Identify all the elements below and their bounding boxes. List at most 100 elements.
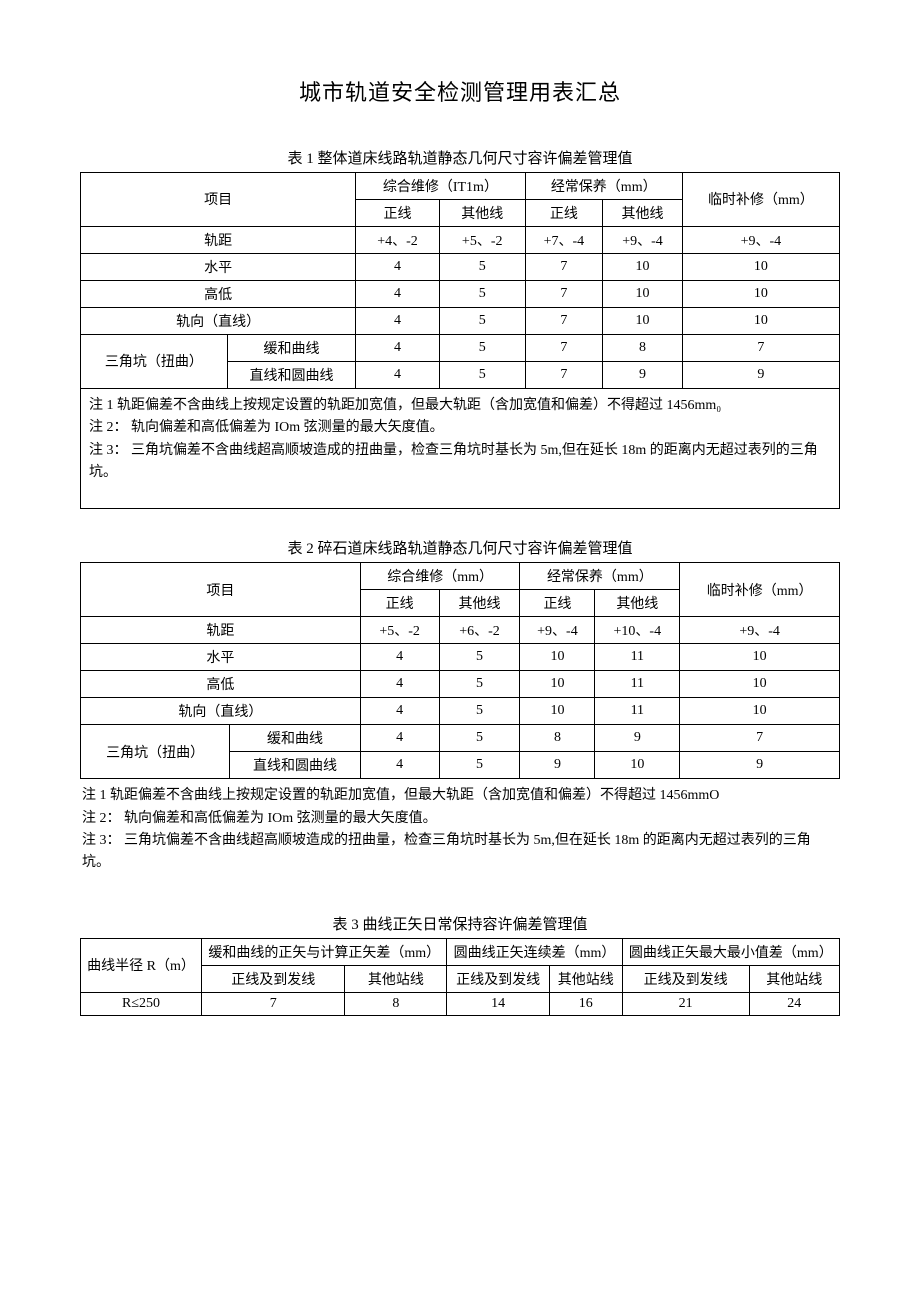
t2-cell: 7 bbox=[680, 725, 840, 752]
t2-cell: 10 bbox=[520, 644, 595, 671]
t3-sub-b-other: 其他站线 bbox=[549, 965, 622, 992]
table1-notes: 注 1 轨距偏差不含曲线上按规定设置的轨距加宽值，但最大轨距（含加宽值和偏差）不… bbox=[80, 389, 840, 510]
t2-note2: 注 2： 轨向偏差和高低偏差为 IOm 弦测量的最大矢度值。 bbox=[82, 808, 838, 830]
t2-cell: 11 bbox=[595, 644, 680, 671]
t1-cell: 10 bbox=[603, 253, 683, 280]
t3-sub-a-other: 其他站线 bbox=[345, 965, 447, 992]
t2-cell: 5 bbox=[439, 752, 520, 779]
t2-cell: 4 bbox=[360, 644, 439, 671]
t2-note1: 注 1 轨距偏差不含曲线上按规定设置的轨距加宽值，但最大轨距（含加宽值和偏差）不… bbox=[82, 785, 838, 807]
t2-note3: 注 3： 三角坑偏差不含曲线超高顺坡造成的扭曲量，检查三角坑时基长为 5m,但在… bbox=[82, 830, 838, 875]
t1-cell: 4 bbox=[356, 361, 440, 388]
t2-row-height-label: 高低 bbox=[81, 671, 361, 698]
t2-cell: 11 bbox=[595, 698, 680, 725]
t3-sub-b-main: 正线及到发线 bbox=[447, 965, 549, 992]
t3-header-a: 缓和曲线的正矢与计算正矢差（mm） bbox=[202, 938, 447, 965]
t2-header-item: 项目 bbox=[81, 563, 361, 617]
t2-sub-a-main: 正线 bbox=[360, 590, 439, 617]
t1-sub-a-main: 正线 bbox=[356, 199, 440, 226]
table3-title: 表 3 曲线正矢日常保持容许偏差管理值 bbox=[80, 913, 840, 934]
t1-header-c: 临时补修（mm） bbox=[682, 172, 839, 226]
t2-cell: 9 bbox=[520, 752, 595, 779]
t3-row1-label: R≤250 bbox=[81, 992, 202, 1015]
t1-cell: 9 bbox=[682, 361, 839, 388]
t1-header-b: 经常保养（mm） bbox=[525, 172, 682, 199]
t2-sub-b-other: 其他线 bbox=[595, 590, 680, 617]
t1-cell: 5 bbox=[439, 280, 525, 307]
t2-cell: 11 bbox=[595, 671, 680, 698]
t1-cell: 8 bbox=[603, 334, 683, 361]
t1-cell: 5 bbox=[439, 334, 525, 361]
t2-cell: 5 bbox=[439, 698, 520, 725]
t1-note1: 注 1 轨距偏差不含曲线上按规定设置的轨距加宽值，但最大轨距（含加宽值和偏差）不… bbox=[89, 395, 831, 417]
t1-cell: 10 bbox=[603, 307, 683, 334]
t2-cell: +9、-4 bbox=[680, 617, 840, 644]
t2-header-c: 临时补修（mm） bbox=[680, 563, 840, 617]
table1-title: 表 1 整体道床线路轨道静态几何尺寸容许偏差管理值 bbox=[80, 147, 840, 168]
t2-cell: 10 bbox=[520, 671, 595, 698]
t1-cell: 7 bbox=[525, 334, 603, 361]
t3-cell: 21 bbox=[622, 992, 749, 1015]
t3-cell: 16 bbox=[549, 992, 622, 1015]
t2-cell: 5 bbox=[439, 671, 520, 698]
table1: 项目 综合维修（IT1m） 经常保养（mm） 临时补修（mm） 正线 其他线 正… bbox=[80, 172, 840, 389]
t1-cell: 10 bbox=[682, 253, 839, 280]
main-title: 城市轨道安全检测管理用表汇总 bbox=[80, 75, 840, 107]
t2-cell: +5、-2 bbox=[360, 617, 439, 644]
table2-notes: 注 1 轨距偏差不含曲线上按规定设置的轨距加宽值，但最大轨距（含加宽值和偏差）不… bbox=[80, 779, 840, 885]
t1-header-a: 综合维修（IT1m） bbox=[356, 172, 525, 199]
t2-cell: +10、-4 bbox=[595, 617, 680, 644]
t3-cell: 14 bbox=[447, 992, 549, 1015]
t1-header-item: 项目 bbox=[81, 172, 356, 226]
t2-cell: 9 bbox=[680, 752, 840, 779]
t1-row-direction-label: 轨向（直线） bbox=[81, 307, 356, 334]
t1-sub-b-main: 正线 bbox=[525, 199, 603, 226]
t1-cell: +7、-4 bbox=[525, 226, 603, 253]
t2-cell: +6、-2 bbox=[439, 617, 520, 644]
t1-cell: 4 bbox=[356, 253, 440, 280]
t3-cell: 7 bbox=[202, 992, 345, 1015]
t1-row-twist-b-label: 直线和圆曲线 bbox=[227, 361, 355, 388]
t1-cell: +9、-4 bbox=[682, 226, 839, 253]
t1-cell: 10 bbox=[682, 280, 839, 307]
t2-cell: 10 bbox=[520, 698, 595, 725]
t1-cell: 7 bbox=[525, 361, 603, 388]
t1-row-gauge-label: 轨距 bbox=[81, 226, 356, 253]
t2-row-gauge-label: 轨距 bbox=[81, 617, 361, 644]
t1-cell: 7 bbox=[682, 334, 839, 361]
t2-row-direction-label: 轨向（直线） bbox=[81, 698, 361, 725]
t2-cell: 5 bbox=[439, 644, 520, 671]
t3-header-b: 圆曲线正矢连续差（mm） bbox=[447, 938, 622, 965]
t3-header-radius: 曲线半径 R（m） bbox=[81, 938, 202, 992]
t2-header-a: 综合维修（mm） bbox=[360, 563, 520, 590]
t1-note2: 注 2： 轨向偏差和高低偏差为 IOm 弦测量的最大矢度值。 bbox=[89, 417, 831, 439]
t2-cell: 10 bbox=[680, 671, 840, 698]
t1-row-twist-label: 三角坑（扭曲） bbox=[81, 334, 228, 388]
t1-cell: +4、-2 bbox=[356, 226, 440, 253]
table2: 项目 综合维修（mm） 经常保养（mm） 临时补修（mm） 正线 其他线 正线 … bbox=[80, 562, 840, 779]
t2-row-twist-a-label: 缓和曲线 bbox=[230, 725, 360, 752]
t1-cell: 4 bbox=[356, 280, 440, 307]
t2-row-twist-b-label: 直线和圆曲线 bbox=[230, 752, 360, 779]
t2-cell: 4 bbox=[360, 725, 439, 752]
t2-cell: 4 bbox=[360, 752, 439, 779]
t1-note3: 注 3： 三角坑偏差不含曲线超高顺坡造成的扭曲量，检查三角坑时基长为 5m,但在… bbox=[89, 440, 831, 485]
table2-title: 表 2 碎石道床线路轨道静态几何尺寸容许偏差管理值 bbox=[80, 537, 840, 558]
t1-row-twist-a-label: 缓和曲线 bbox=[227, 334, 355, 361]
t1-cell: 7 bbox=[525, 253, 603, 280]
t1-cell: 4 bbox=[356, 334, 440, 361]
t2-cell: 10 bbox=[680, 644, 840, 671]
t2-cell: +9、-4 bbox=[520, 617, 595, 644]
t1-sub-a-other: 其他线 bbox=[439, 199, 525, 226]
t3-cell: 24 bbox=[749, 992, 839, 1015]
t1-sub-b-other: 其他线 bbox=[603, 199, 683, 226]
t1-row-level-label: 水平 bbox=[81, 253, 356, 280]
t1-cell: 5 bbox=[439, 361, 525, 388]
t1-cell: 4 bbox=[356, 307, 440, 334]
t1-cell: +5、-2 bbox=[439, 226, 525, 253]
t1-cell: 7 bbox=[525, 280, 603, 307]
t1-cell: +9、-4 bbox=[603, 226, 683, 253]
t2-cell: 9 bbox=[595, 725, 680, 752]
t1-cell: 7 bbox=[525, 307, 603, 334]
t2-sub-a-other: 其他线 bbox=[439, 590, 520, 617]
